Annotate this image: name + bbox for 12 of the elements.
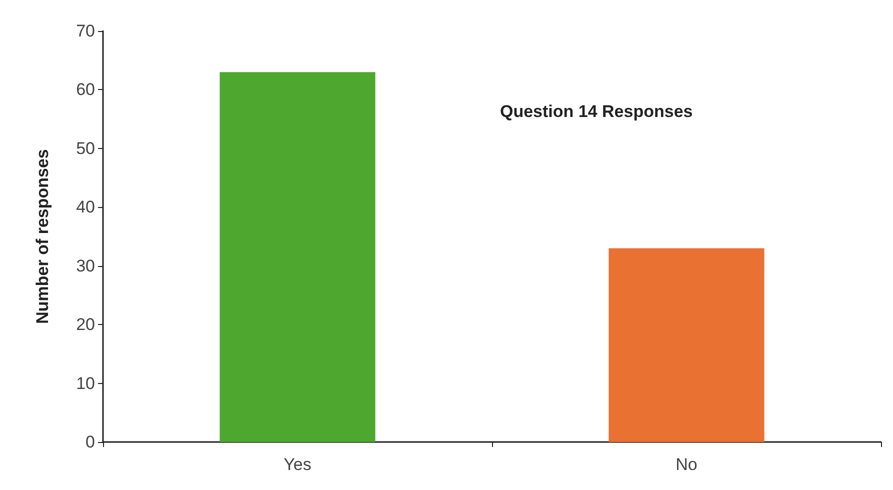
y-tick-label: 40 [76,198,95,217]
y-tick-label: 60 [76,80,95,100]
y-tick-label: 20 [76,315,95,334]
y-tick-label: 70 [76,22,95,40]
y-tick-label: 0 [86,432,95,452]
text: Question 14 Responses [500,102,693,121]
y-tick-label: 50 [76,138,95,158]
x-tick-label: Yes [284,455,312,474]
y-tick-label: 30 [76,256,95,276]
y-axis-title: Number of responses [33,149,52,324]
y-tick-label: 10 [76,374,95,393]
x-tick-label: No [676,455,698,474]
